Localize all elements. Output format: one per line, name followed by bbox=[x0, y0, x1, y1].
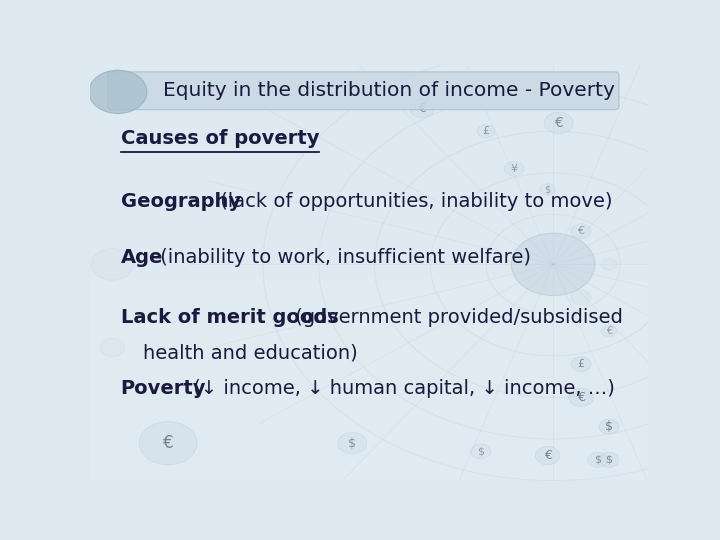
Circle shape bbox=[410, 99, 434, 118]
Text: Geography: Geography bbox=[121, 192, 240, 211]
Text: (lack of opportunities, inability to move): (lack of opportunities, inability to mov… bbox=[214, 192, 612, 211]
Text: (↓ income, ↓ human capital, ↓ income, …): (↓ income, ↓ human capital, ↓ income, …) bbox=[187, 379, 615, 398]
Text: €: € bbox=[418, 102, 426, 115]
Circle shape bbox=[571, 357, 591, 372]
Text: €: € bbox=[577, 391, 585, 404]
Text: ¥: ¥ bbox=[510, 164, 518, 174]
Circle shape bbox=[91, 248, 133, 280]
Circle shape bbox=[139, 422, 197, 465]
Circle shape bbox=[471, 444, 490, 459]
Circle shape bbox=[89, 70, 147, 113]
Text: €: € bbox=[163, 434, 174, 452]
Text: £: £ bbox=[482, 126, 490, 136]
Circle shape bbox=[571, 224, 591, 239]
Text: $: $ bbox=[605, 420, 613, 433]
Circle shape bbox=[511, 233, 595, 295]
Text: €: € bbox=[554, 116, 563, 130]
Text: $: $ bbox=[348, 437, 356, 450]
Text: (inability to work, insufficient welfare): (inability to work, insufficient welfare… bbox=[153, 248, 531, 267]
Text: £: £ bbox=[577, 359, 585, 369]
Text: $: $ bbox=[477, 447, 484, 456]
FancyBboxPatch shape bbox=[108, 72, 619, 110]
Circle shape bbox=[535, 447, 560, 465]
Circle shape bbox=[599, 453, 619, 467]
Circle shape bbox=[599, 419, 619, 434]
Circle shape bbox=[540, 184, 555, 195]
Text: Equity in the distribution of income - Poverty: Equity in the distribution of income - P… bbox=[163, 81, 614, 100]
Text: $: $ bbox=[544, 185, 551, 194]
Circle shape bbox=[588, 453, 608, 467]
Circle shape bbox=[569, 388, 593, 407]
Circle shape bbox=[601, 325, 617, 337]
Text: €: € bbox=[606, 326, 612, 336]
Text: €: € bbox=[577, 226, 585, 236]
Text: $: $ bbox=[606, 455, 613, 465]
Circle shape bbox=[504, 161, 524, 176]
Text: $: $ bbox=[594, 455, 601, 465]
Text: Poverty: Poverty bbox=[121, 379, 206, 398]
Circle shape bbox=[100, 339, 125, 357]
Circle shape bbox=[601, 259, 617, 270]
Text: health and education): health and education) bbox=[143, 343, 358, 362]
Text: Age: Age bbox=[121, 248, 163, 267]
Text: (government provided/subsidised: (government provided/subsidised bbox=[289, 308, 624, 327]
Circle shape bbox=[477, 125, 495, 138]
Circle shape bbox=[544, 112, 573, 134]
Text: Lack of merit goods: Lack of merit goods bbox=[121, 308, 338, 327]
Circle shape bbox=[338, 433, 366, 454]
Text: Causes of poverty: Causes of poverty bbox=[121, 129, 319, 149]
Text: €: € bbox=[544, 449, 552, 462]
Circle shape bbox=[571, 290, 591, 305]
